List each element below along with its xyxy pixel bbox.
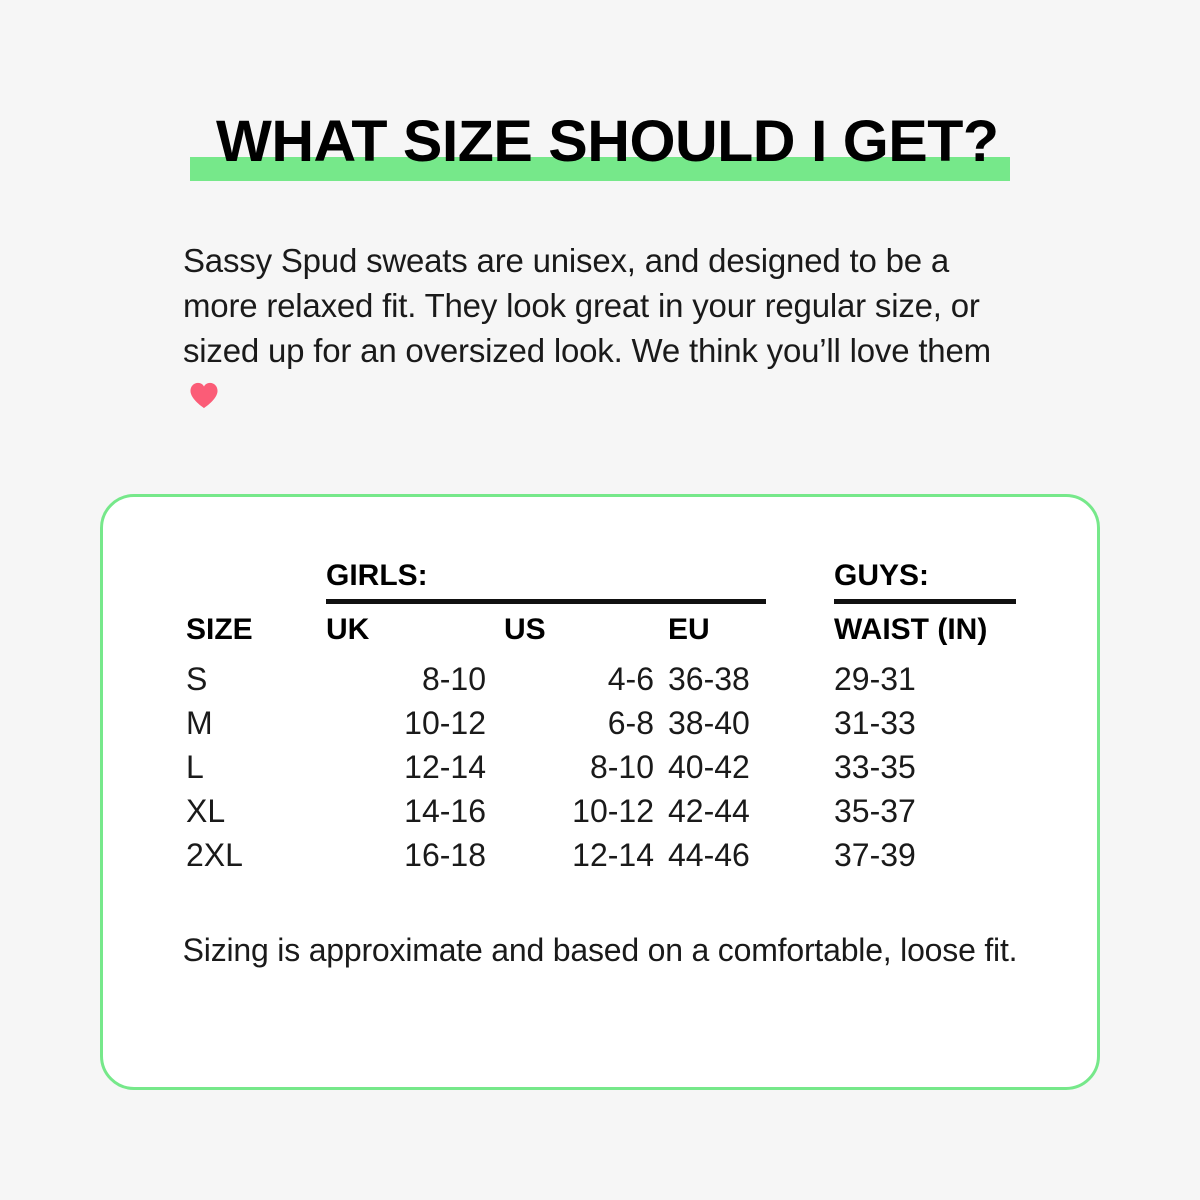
cell-uk: 8-10	[421, 661, 486, 697]
cell-us: 4-6	[607, 661, 654, 697]
cell-size: L	[186, 749, 204, 785]
size-chart-card: GIRLS: GUYS: SIZE UK US EU WAIST (IN) S …	[100, 494, 1100, 1090]
table-header-row: SIZE UK US EU WAIST (IN)	[186, 611, 1026, 657]
cell-waist: 35-37	[834, 793, 916, 829]
title-highlight-bar	[190, 157, 1010, 181]
group-girls-rule	[326, 599, 766, 604]
cell-us: 6-8	[607, 705, 654, 741]
cell-eu: 44-46	[668, 837, 750, 873]
cell-us: 10-12	[572, 793, 654, 829]
column-header-waist: WAIST (IN)	[834, 613, 988, 646]
cell-uk: 16-18	[404, 837, 486, 873]
column-header-size: SIZE	[186, 613, 253, 646]
group-guys-label: GUYS:	[834, 559, 930, 592]
column-header-uk: UK	[326, 613, 370, 646]
group-guys-rule	[834, 599, 1016, 604]
table-row: S 8-10 4-6 36-38 29-31	[186, 657, 1026, 701]
cell-us: 12-14	[572, 837, 654, 873]
cell-uk: 14-16	[404, 793, 486, 829]
cell-waist: 33-35	[834, 749, 916, 785]
table-row: XL 14-16 10-12 42-44 35-37	[186, 789, 1026, 833]
cell-eu: 38-40	[668, 705, 750, 741]
cell-waist: 29-31	[834, 661, 916, 697]
intro-text: Sassy Spud sweats are unisex, and design…	[183, 242, 991, 369]
cell-size: M	[186, 705, 213, 741]
sizing-note: Sizing is approximate and based on a com…	[182, 932, 1018, 968]
cell-size: XL	[186, 793, 226, 829]
cell-size: S	[186, 661, 208, 697]
page-title-block: WHAT SIZE SHOULD I GET?	[183, 108, 1083, 188]
group-girls: GIRLS:	[326, 559, 766, 604]
intro-paragraph: Sassy Spud sweats are unisex, and design…	[183, 238, 1013, 420]
heart-icon	[189, 375, 219, 420]
cell-uk: 10-12	[404, 705, 486, 741]
table-row: L 12-14 8-10 40-42 33-35	[186, 745, 1026, 789]
cell-eu: 42-44	[668, 793, 750, 829]
cell-waist: 31-33	[834, 705, 916, 741]
column-header-us: US	[504, 613, 546, 646]
cell-waist: 37-39	[834, 837, 916, 873]
table-row: M 10-12 6-8 38-40 31-33	[186, 701, 1026, 745]
column-header-eu: EU	[668, 613, 710, 646]
cell-eu: 40-42	[668, 749, 750, 785]
cell-uk: 12-14	[404, 749, 486, 785]
cell-eu: 36-38	[668, 661, 750, 697]
table-group-header-row: GIRLS: GUYS:	[186, 559, 1026, 611]
cell-size: 2XL	[186, 837, 243, 873]
group-girls-label: GIRLS:	[326, 559, 428, 592]
cell-us: 8-10	[589, 749, 654, 785]
table-row: 2XL 16-18 12-14 44-46 37-39	[186, 833, 1026, 877]
size-chart-table: GIRLS: GUYS: SIZE UK US EU WAIST (IN) S …	[186, 559, 1026, 877]
page-title: WHAT SIZE SHOULD I GET?	[216, 109, 999, 174]
group-guys: GUYS:	[834, 559, 1016, 604]
